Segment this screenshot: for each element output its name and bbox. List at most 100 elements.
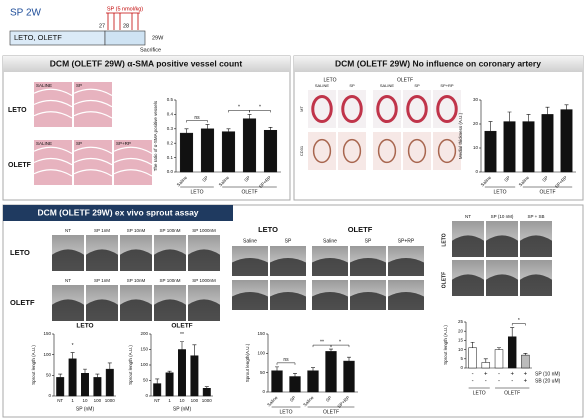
error-bar (275, 366, 279, 371)
micrograph (154, 249, 186, 271)
micrograph (113, 169, 153, 177)
micrograph (86, 249, 118, 271)
significance-label: * (72, 343, 74, 349)
micrograph (437, 138, 457, 164)
treatment-label: SP (5 nmol/kg) (107, 6, 143, 12)
micrograph (486, 274, 518, 296)
micrograph (120, 249, 152, 271)
micrograph (73, 111, 113, 119)
error-bar (192, 344, 197, 356)
bar (190, 355, 199, 397)
significance-label: ns (194, 115, 200, 121)
column-label: SP 100nM (160, 278, 181, 283)
panel-header (3, 56, 290, 72)
y-tick-label: 0 (48, 393, 51, 398)
page-title: SP 2W (10, 8, 41, 19)
timeline-tick: 27 (99, 23, 105, 29)
column-label: NT (465, 214, 471, 219)
micrograph (73, 146, 113, 155)
error-bar (526, 114, 531, 122)
micrograph (73, 157, 113, 166)
micrograph (73, 169, 113, 177)
x-tick-label: 1000 (202, 398, 213, 403)
sign: - (472, 372, 474, 378)
group-label: OLETF (539, 189, 555, 195)
y-tick-label: 50 (143, 378, 149, 383)
y-tick-label: 0 (460, 365, 463, 370)
significance-label: ns (283, 357, 289, 363)
panel-title: DCM (OLETF 29W) No influence on coronary… (335, 58, 541, 68)
group-label: LETO (473, 390, 486, 396)
bar (507, 336, 517, 369)
y-tick-label: 0.4 (167, 112, 174, 117)
micrograph (270, 258, 306, 276)
panel-header (3, 205, 233, 221)
error-bar (247, 114, 252, 119)
panel-title: DCM (OLETF 29W) ex vivo sprout assay (37, 207, 198, 217)
timeline-tick: 28 (123, 23, 129, 29)
bar (178, 349, 186, 397)
error-bar (564, 104, 569, 110)
y-tick-label: 100 (257, 351, 265, 356)
y-tick-label: 0.0 (167, 169, 174, 174)
micrograph (338, 132, 366, 170)
error-bar (107, 362, 112, 370)
y-axis-label: Sprout length (A.U.) (128, 345, 133, 385)
group-label: LETO (191, 189, 204, 195)
column-label: SP (349, 83, 355, 88)
bar (221, 131, 236, 173)
sign: + (484, 372, 488, 378)
sign: - (485, 379, 487, 385)
x-tick-label: 10 (179, 398, 185, 403)
x-axis-label: SP (nM) (76, 406, 95, 412)
bar (481, 362, 491, 369)
column-label: SP (414, 83, 420, 88)
y-tick-label: 150 (43, 331, 51, 336)
micrograph (350, 292, 386, 310)
micrograph (33, 88, 73, 97)
y-tick-label: 25 (458, 319, 464, 324)
bar (56, 377, 65, 397)
error-bar (329, 348, 333, 352)
micrograph (188, 299, 220, 321)
error-bar (293, 373, 297, 377)
column-label: SP + SB (527, 214, 544, 219)
significance-label: ** (320, 339, 324, 345)
significance-bracket (511, 323, 526, 326)
micrograph (86, 299, 118, 321)
bar (560, 109, 573, 173)
chart-title: LETO (76, 323, 93, 330)
bar (343, 360, 355, 393)
group-label: LETO (324, 77, 337, 83)
micrograph (312, 258, 348, 276)
column-label: SALINE (315, 83, 330, 88)
bar (307, 370, 319, 393)
x-tick-label: SP (325, 395, 333, 403)
y-tick-label: 0 (262, 389, 265, 394)
sacrifice-label: Sacrifice (140, 47, 161, 53)
micrograph (33, 111, 73, 119)
bar (105, 368, 114, 397)
y-tick-label: 50 (46, 373, 52, 378)
row-label: OLETF (10, 298, 35, 307)
micrograph (33, 157, 73, 166)
error-bar (523, 352, 528, 356)
error-bar (83, 368, 87, 374)
significance-bracket (186, 120, 208, 123)
image-label: SP+RP (116, 141, 131, 146)
error-bar (95, 373, 100, 378)
error-bar (58, 373, 63, 378)
column-label: SP (10 nM) (491, 214, 514, 219)
micrograph (270, 292, 306, 310)
micrograph (407, 138, 427, 164)
bar (503, 121, 516, 173)
x-tick-label: SP (201, 175, 209, 183)
micrograph (312, 138, 332, 164)
group-label: LETO (258, 225, 278, 234)
micrograph (350, 258, 386, 276)
error-bar (268, 127, 273, 131)
x-tick-label: NT (154, 398, 160, 403)
group-label: OLETF (504, 390, 520, 396)
image-label: SP (76, 141, 82, 146)
image-label: SALINE (36, 141, 52, 146)
